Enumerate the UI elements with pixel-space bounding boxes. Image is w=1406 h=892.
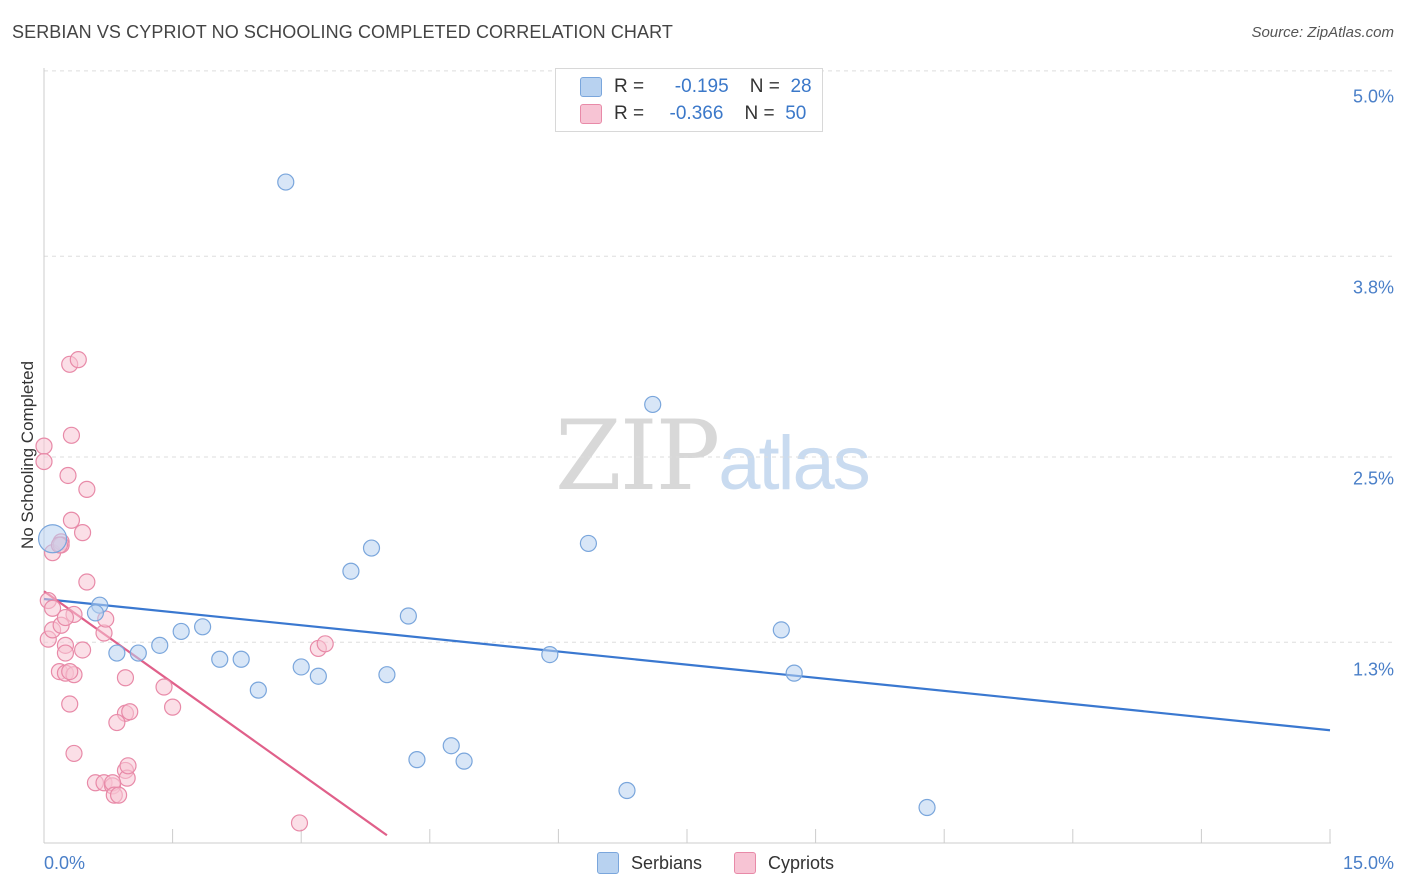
cypriots-point	[62, 426, 81, 444]
cypriots-point	[61, 662, 79, 681]
cypriots-swatch	[734, 852, 757, 874]
series-legend: Serbians Cypriots	[597, 852, 866, 874]
trend-lines	[43, 590, 1331, 837]
serbians-point	[618, 781, 636, 800]
y-tick-label: 2.5%	[1352, 468, 1394, 489]
legend-label-serbians: Serbians	[631, 852, 703, 873]
serbians-point	[86, 604, 105, 622]
cypriots-point	[316, 635, 334, 653]
chart-title: SERBIAN VS CYPRIOT NO SCHOOLING COMPLETE…	[12, 22, 674, 42]
x-tick-label-max: 15.0%	[1342, 853, 1394, 873]
cypriots-point	[35, 437, 53, 455]
n-value: 50	[785, 103, 807, 124]
serbians-point	[644, 395, 662, 414]
data-points	[35, 173, 936, 832]
grid-lines	[44, 70, 1392, 643]
serbians-point	[37, 524, 68, 554]
cypriots-swatch	[580, 104, 602, 124]
cypriots-point	[62, 511, 81, 529]
serbians-point	[211, 650, 229, 668]
serbians-swatch	[580, 77, 602, 97]
serbians-point	[292, 658, 310, 676]
serbians-swatch	[597, 852, 619, 874]
cypriots-point	[290, 814, 309, 832]
cypriots-point	[56, 608, 75, 627]
serbians-point	[172, 622, 190, 641]
serbians-point	[277, 173, 295, 191]
serbians-point	[785, 664, 803, 682]
serbians-point	[342, 562, 360, 580]
r-label: R =	[614, 103, 645, 124]
r-value: -0.366	[669, 103, 724, 124]
n-label: N =	[749, 76, 780, 97]
y-tick-label: 3.8%	[1352, 277, 1394, 298]
cypriots-point	[69, 351, 87, 369]
serbians-point	[541, 646, 559, 664]
serbians-point	[249, 681, 267, 699]
y-axis-label: No Schooling Completed	[18, 360, 37, 550]
r-value: -0.195	[674, 76, 729, 97]
cypriots-point	[155, 678, 173, 696]
watermark: ZIPatlas	[555, 400, 871, 512]
cypriots-point	[116, 669, 135, 687]
n-label: N =	[744, 103, 775, 124]
axes	[43, 68, 1331, 844]
serbians-point	[772, 621, 790, 639]
serbians-point	[309, 667, 327, 685]
serbians-point	[194, 618, 212, 636]
cypriots-point	[78, 480, 96, 498]
legend-label-cypriots: Cypriots	[768, 852, 835, 873]
legend-row-serbians: R = -0.195 N = 28	[580, 74, 812, 100]
legend-row-cypriots: R = -0.366 N = 50	[580, 101, 806, 127]
legend-item-cypriots[interactable]: Cypriots	[734, 852, 834, 874]
cypriots-point	[121, 703, 139, 721]
cypriots-point	[108, 713, 126, 732]
cypriots-point	[65, 744, 83, 763]
watermark-atlas: atlas	[718, 421, 871, 506]
y-tick-label: 5.0%	[1352, 86, 1394, 107]
cypriots-point	[164, 698, 182, 716]
cypriots-point	[43, 599, 62, 617]
serbians-point	[408, 751, 426, 769]
serbians-point	[108, 644, 126, 662]
serbians-point	[378, 666, 396, 684]
cypriots-point	[119, 757, 137, 775]
legend-item-serbians[interactable]: Serbians	[597, 852, 702, 874]
serbians-point	[918, 798, 936, 817]
r-label: R =	[614, 76, 645, 97]
cypriots-point	[73, 641, 92, 659]
source-label: Source: ZipAtlas.com	[1251, 24, 1394, 41]
watermark-zip: ZIP	[555, 400, 720, 512]
serbians-point	[362, 539, 381, 557]
serbians-trend-line	[43, 597, 1331, 732]
serbians-point	[232, 650, 250, 668]
cypriots-point	[78, 573, 96, 591]
n-value: 28	[790, 76, 812, 97]
serbians-point	[151, 636, 169, 654]
cypriots-point	[73, 524, 92, 542]
cypriots-point	[61, 695, 79, 713]
cypriots-point	[59, 466, 77, 485]
serbians-point	[455, 752, 473, 770]
serbians-point	[579, 534, 598, 553]
serbians-point	[442, 737, 460, 755]
stats-legend: R = -0.195 N = 28 R = -0.366 N = 50	[555, 68, 823, 132]
serbians-point	[129, 644, 147, 662]
cypriots-point	[109, 786, 128, 804]
serbians-point	[399, 607, 417, 625]
y-tick-label: 1.3%	[1352, 659, 1394, 680]
cypriots-point	[56, 644, 75, 662]
x-tick-label-min: 0.0%	[44, 853, 86, 873]
cypriots-point	[35, 452, 53, 471]
